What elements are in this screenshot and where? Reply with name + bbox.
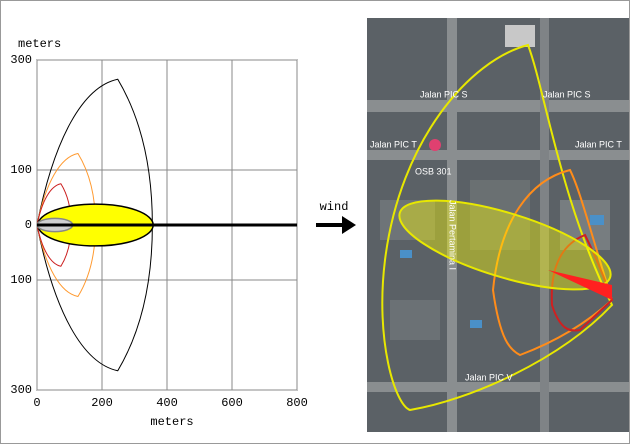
- y-tick-label: 300: [10, 53, 32, 67]
- map-label: OSB 301: [415, 166, 452, 176]
- building: [390, 300, 440, 340]
- road: [367, 150, 629, 160]
- building: [505, 25, 535, 47]
- x-tick-label: 0: [33, 396, 40, 410]
- map-label: Jalan PIC S: [420, 89, 468, 99]
- map-label: Jalan PIC T: [575, 139, 622, 149]
- map-label: Jalan Pertamina I: [448, 200, 458, 270]
- y-axis-title: meters: [18, 37, 61, 51]
- map: Jalan PIC S Jalan PIC S Jalan PIC T Jala…: [367, 18, 629, 432]
- figure: meters meters 30010001003000200400600800…: [0, 0, 630, 444]
- x-tick-label: 400: [156, 396, 178, 410]
- map-pin: [429, 139, 441, 151]
- map-label: Jalan PIC V: [465, 372, 513, 382]
- y-tick-label: 100: [10, 163, 32, 177]
- tank: [590, 215, 604, 225]
- road: [367, 382, 629, 392]
- x-tick-label: 200: [91, 396, 113, 410]
- map-label: Jalan PIC T: [370, 139, 417, 149]
- x-tick-label: 600: [221, 396, 243, 410]
- tank: [470, 320, 482, 328]
- x-axis-title: meters: [150, 415, 193, 429]
- tank: [400, 250, 412, 258]
- x-tick-label: 800: [286, 396, 308, 410]
- y-tick-label: 0: [25, 218, 32, 232]
- y-tick-label: 300: [10, 383, 32, 397]
- road: [367, 100, 629, 112]
- wind-label: wind: [320, 200, 349, 214]
- y-tick-label: 100: [10, 273, 32, 287]
- map-label: Jalan PIC S: [543, 89, 591, 99]
